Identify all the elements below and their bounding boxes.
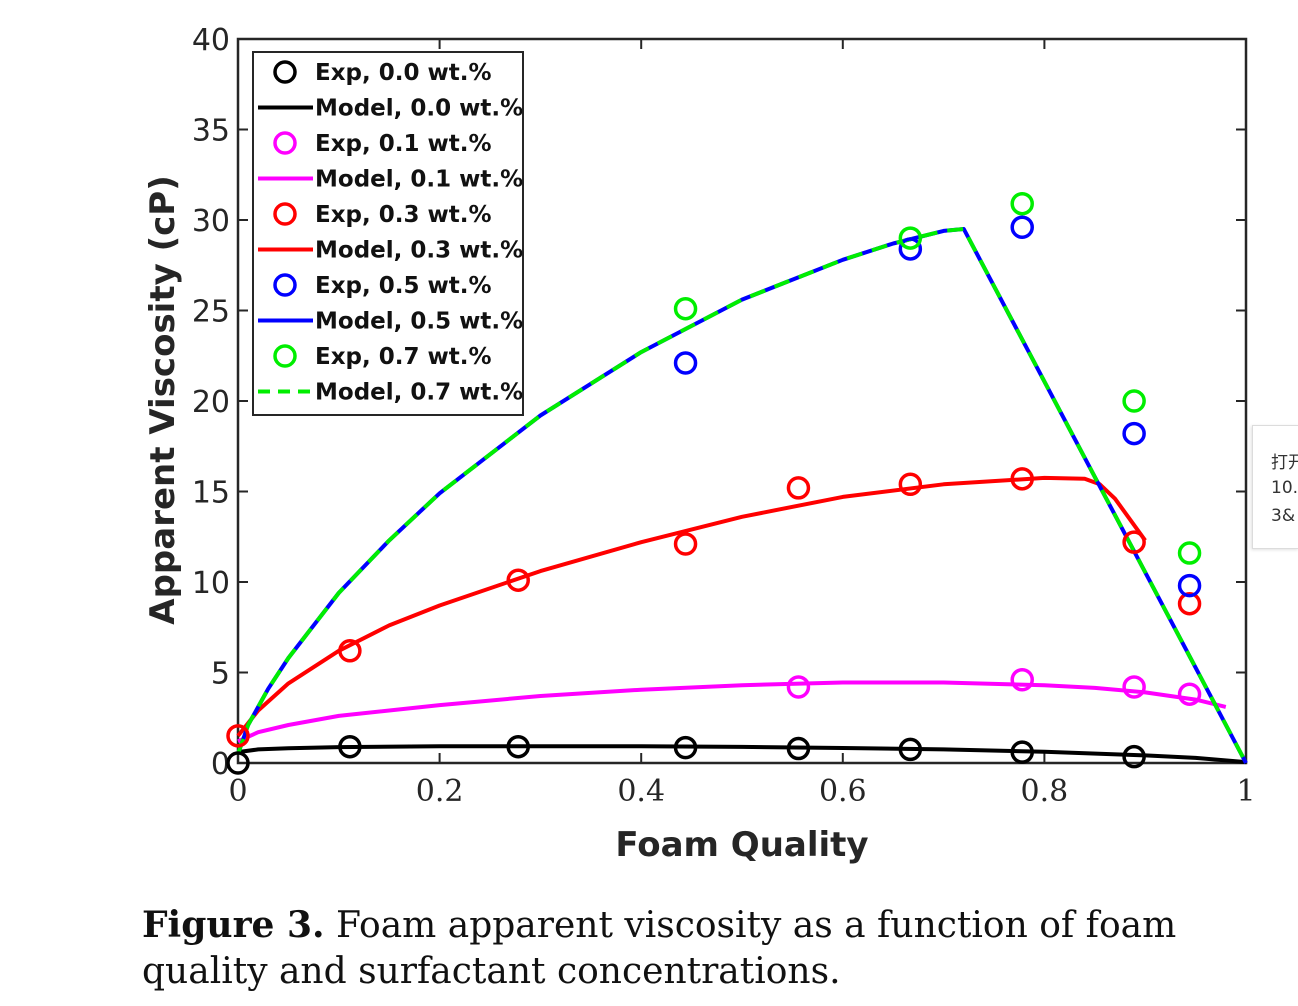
series-line xyxy=(236,227,1248,764)
series-line xyxy=(237,680,1227,744)
data-point xyxy=(1122,389,1146,413)
data-point xyxy=(226,724,250,748)
series-points xyxy=(226,191,1202,775)
legend: Exp, 0.0 wt.% Model, 0.0 wt.% Exp, 0.1 wt.… xyxy=(252,51,524,416)
data-point xyxy=(1010,467,1034,491)
legend-marker xyxy=(273,60,297,84)
legend-entry: Model, 0.5 wt.% xyxy=(315,309,523,335)
data-point xyxy=(673,735,698,760)
data-point xyxy=(1177,682,1202,706)
legend-entry: Model, 0.3 wt.% xyxy=(315,238,523,264)
y-tick-label: 20 xyxy=(192,385,230,420)
data-point xyxy=(1122,675,1146,699)
y-axis-label: Apparent Viscosity (cP) xyxy=(143,175,183,624)
data-point xyxy=(673,532,698,556)
data-point xyxy=(673,351,698,375)
y-tick-label: 35 xyxy=(192,114,230,149)
legend-entry: Exp, 0.0 wt.% xyxy=(315,60,492,86)
legend-entry: Model, 0.7 wt.% xyxy=(315,380,523,406)
series-lines xyxy=(236,227,1248,765)
y-tick-label: 0 xyxy=(211,747,230,782)
figure-caption: Figure 3. Foam apparent viscosity as a f… xyxy=(142,902,1262,995)
legend-marker xyxy=(273,344,297,368)
y-tick-label: 40 xyxy=(192,23,230,58)
data-point xyxy=(786,736,811,761)
data-point xyxy=(786,675,811,699)
series-line xyxy=(237,744,1247,765)
x-tick-label: 1 xyxy=(1236,774,1255,809)
legend-marker xyxy=(273,273,297,297)
data-point xyxy=(898,737,923,762)
y-tick-label: 5 xyxy=(211,657,230,692)
x-axis-label: Foam Quality xyxy=(615,825,868,865)
legend-entry: Exp, 0.1 wt.% xyxy=(315,131,492,157)
data-point xyxy=(226,751,250,775)
side-popup-line: 3& xyxy=(1271,506,1296,526)
legend-marker xyxy=(273,202,297,226)
data-point xyxy=(1010,740,1034,764)
y-tick-label: 30 xyxy=(192,204,230,239)
legend-box xyxy=(252,51,524,416)
data-point xyxy=(1177,541,1202,565)
data-point xyxy=(786,476,811,500)
data-point xyxy=(898,226,923,250)
data-point xyxy=(1010,215,1034,239)
legend-entry: Exp, 0.5 wt.% xyxy=(315,273,492,299)
y-tick-label: 15 xyxy=(192,476,230,511)
data-point xyxy=(1177,591,1202,616)
side-popup-line: 10. xyxy=(1271,478,1298,498)
data-point xyxy=(1122,744,1146,769)
x-tick-label: 0.2 xyxy=(416,774,464,809)
data-point xyxy=(1177,573,1202,598)
data-point xyxy=(506,734,530,759)
data-point xyxy=(673,296,698,321)
data-point xyxy=(1010,191,1034,216)
x-tick-label: 0.6 xyxy=(819,774,867,809)
legend-entry: Exp, 0.3 wt.% xyxy=(315,202,492,228)
x-tick-label: 0.8 xyxy=(1021,774,1069,809)
x-tick-label: 0.4 xyxy=(617,774,665,809)
legend-entry: Model, 0.0 wt.% xyxy=(315,96,523,122)
caption-text: Foam apparent viscosity as a function of… xyxy=(142,905,1177,992)
data-point xyxy=(1010,667,1034,692)
side-popup-line: 打开 xyxy=(1271,453,1298,473)
data-point xyxy=(898,237,923,261)
x-tick-label: 0 xyxy=(228,774,247,809)
y-tick-label: 10 xyxy=(192,566,230,601)
series-line xyxy=(236,475,1147,738)
legend-entry: Exp, 0.7 wt.% xyxy=(315,344,492,370)
data-point xyxy=(1122,421,1146,446)
data-point xyxy=(338,639,362,663)
data-point xyxy=(1122,530,1146,554)
caption-label: Figure 3. xyxy=(142,904,325,946)
data-point xyxy=(338,734,362,759)
legend-marker xyxy=(273,131,297,155)
legend-entry: Model, 0.1 wt.% xyxy=(315,167,523,193)
side-popup[interactable]: 打开 10. 3& xyxy=(1252,425,1298,549)
y-tick-label: 25 xyxy=(192,295,230,330)
data-point xyxy=(506,568,530,592)
data-point xyxy=(898,472,923,497)
